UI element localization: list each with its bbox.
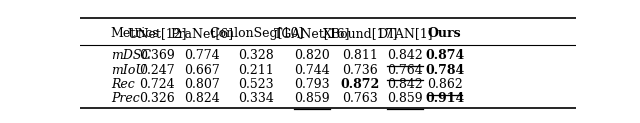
Text: 0.774: 0.774 [184,49,220,62]
Text: 0.914: 0.914 [425,92,464,105]
Text: 0.211: 0.211 [238,64,274,77]
Text: Ours: Ours [428,27,461,40]
Text: 0.859: 0.859 [387,92,422,105]
Text: 0.763: 0.763 [342,92,378,105]
Text: 0.784: 0.784 [425,64,464,77]
Text: 0.764: 0.764 [387,64,423,77]
Text: 0.820: 0.820 [294,49,330,62]
Text: 0.807: 0.807 [184,78,220,91]
Text: mDSC: mDSC [111,49,151,62]
Text: DTAN[1]: DTAN[1] [377,27,433,40]
Text: 0.724: 0.724 [139,78,175,91]
Text: 0.334: 0.334 [238,92,274,105]
Text: TGANet[16]: TGANet[16] [274,27,350,40]
Text: 0.744: 0.744 [294,64,330,77]
Text: 0.247: 0.247 [139,64,175,77]
Text: UNet[12]: UNet[12] [127,27,187,40]
Text: 0.793: 0.793 [294,78,330,91]
Text: Metrics: Metrics [111,27,159,40]
Text: 0.328: 0.328 [238,49,274,62]
Text: mIoU: mIoU [111,64,146,77]
Text: 0.523: 0.523 [238,78,274,91]
Text: 0.842: 0.842 [387,49,423,62]
Text: 0.859: 0.859 [294,92,330,105]
Text: ConlonSeg[10]: ConlonSeg[10] [209,27,303,40]
Text: 0.874: 0.874 [425,49,464,62]
Text: 0.862: 0.862 [427,78,463,91]
Text: 0.872: 0.872 [340,78,380,91]
Text: 0.326: 0.326 [139,92,175,105]
Text: 0.824: 0.824 [184,92,220,105]
Text: Rec: Rec [111,78,134,91]
Text: PraNet[6]: PraNet[6] [170,27,233,40]
Text: 0.736: 0.736 [342,64,378,77]
Text: 0.369: 0.369 [139,49,175,62]
Text: XBound[17]: XBound[17] [323,27,398,40]
Text: Prec: Prec [111,92,140,105]
Text: 0.842: 0.842 [387,78,423,91]
Text: 0.811: 0.811 [342,49,378,62]
Text: 0.667: 0.667 [184,64,220,77]
